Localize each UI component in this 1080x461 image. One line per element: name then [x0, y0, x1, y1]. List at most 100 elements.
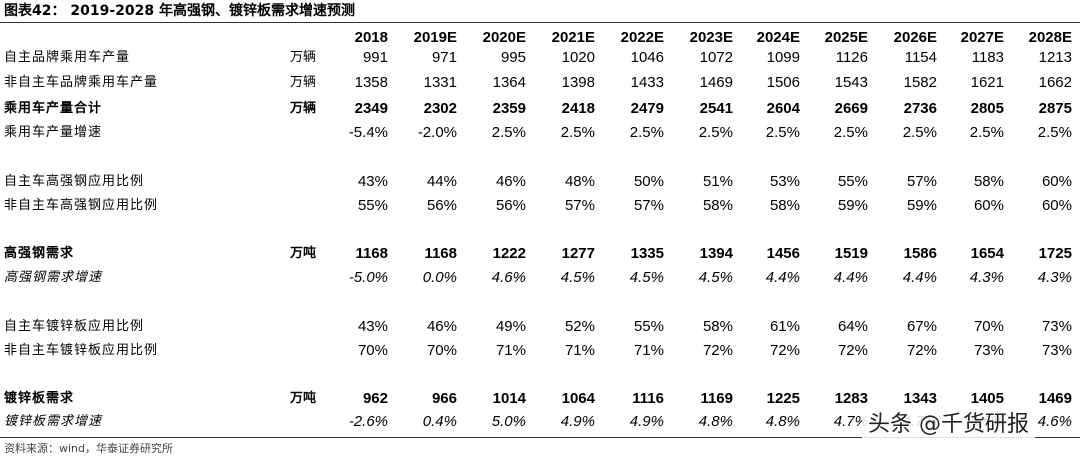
table-cell: 971: [431, 49, 457, 66]
table-row: 高强钢需求增速 -5.0% 0.0% 4.6% 4.5% 4.5% 4.5% 4.4% 4.4%…: [0, 267, 1080, 289]
row-label: 高强钢需求: [4, 246, 75, 261]
table-cell: 57%: [633, 197, 664, 214]
table-row: 自主车高强钢应用比例 43% 44% 46% 48% 50% 51% 53% 55% 57% 58%…: [0, 171, 1080, 193]
table-cell: 4.3%: [969, 269, 1004, 286]
row-label: 镀锌板需求: [4, 391, 75, 406]
table-cell: 2541: [699, 100, 733, 117]
table-cell: 1621: [970, 74, 1004, 91]
table-cell: 52%: [564, 318, 595, 335]
table-cell: 1469: [1038, 390, 1072, 407]
table-cell: 72%: [702, 342, 733, 359]
table-cell: 4.4%: [902, 269, 937, 286]
table-row: 镀锌板需求 万吨 962 966 1014 1064 1116 1169 1225 1283 134…: [0, 388, 1080, 410]
year-header: 2019E: [413, 29, 457, 46]
row-unit: 万辆: [290, 101, 317, 116]
table-cell: 2736: [903, 100, 937, 117]
table-cell: 1506: [766, 74, 800, 91]
table-cell: 58%: [702, 318, 733, 335]
table-cell: 1456: [766, 245, 800, 262]
table-cell: -5.0%: [348, 269, 388, 286]
row-label: 乘用车产量增速: [4, 125, 103, 140]
table-cell: 56%: [495, 197, 526, 214]
row-unit: 万辆: [290, 50, 317, 65]
table-cell: 53%: [769, 173, 800, 190]
table-cell: 2302: [423, 100, 457, 117]
table-cell: 1394: [699, 245, 733, 262]
row-label: 高强钢需求增速: [4, 270, 103, 285]
year-header: 2025E: [824, 29, 868, 46]
table-cell: 73%: [1041, 342, 1072, 359]
table-cell: -2.6%: [348, 413, 388, 430]
table-cell: 72%: [837, 342, 868, 359]
year-header: 2018: [354, 29, 388, 46]
year-header: 2022E: [620, 29, 664, 46]
table-cell: 2349: [354, 100, 388, 117]
table-cell: 1020: [561, 49, 595, 66]
table-row: 非自主车高强钢应用比例 55% 56% 56% 57% 57% 58% 58% 59% 59% 60…: [0, 195, 1080, 217]
table-cell: 1358: [354, 74, 388, 91]
table-cell: 2604: [766, 100, 800, 117]
table-cell: 2.5%: [698, 124, 733, 141]
table-cell: 55%: [837, 173, 868, 190]
table-cell: 55%: [633, 318, 664, 335]
table-cell: 60%: [1041, 173, 1072, 190]
table-cell: 1072: [699, 49, 733, 66]
table-row: 乘用车产量合计 万辆 2349 2302 2359 2418 2479 2541 2604 266…: [0, 98, 1080, 120]
table-cell: 61%: [769, 318, 800, 335]
source-note: 资料来源：wind，华泰证券研究所: [4, 442, 174, 455]
table-cell: 64%: [837, 318, 868, 335]
table-row: 非自主车品牌乘用车产量 万辆 1358 1331 1364 1398 1433 1469 150…: [0, 72, 1080, 94]
year-header: 2028E: [1028, 29, 1072, 46]
table-cell: 1126: [835, 49, 868, 66]
table-cell: 72%: [906, 342, 937, 359]
bottom-divider: [0, 437, 1080, 438]
table-cell: 1213: [1038, 49, 1072, 66]
table-cell: 71%: [495, 342, 526, 359]
row-label: 自主车镀锌板应用比例: [4, 319, 145, 334]
table-cell: 44%: [426, 173, 457, 190]
table-cell: 1116: [632, 390, 664, 407]
table-cell: 73%: [973, 342, 1004, 359]
year-header: 2024E: [756, 29, 800, 46]
table-cell: 1335: [630, 245, 664, 262]
table-cell: 1725: [1038, 245, 1072, 262]
table-row: 非自主车镀锌板应用比例 70% 70% 71% 71% 71% 72% 72% 72% 72% 73…: [0, 340, 1080, 362]
table-cell: 70%: [426, 342, 457, 359]
table-cell: 2.5%: [1037, 124, 1072, 141]
table-cell: 1099: [766, 49, 800, 66]
table-cell: 1433: [630, 74, 664, 91]
row-label: 非自主车镀锌板应用比例: [4, 343, 159, 358]
table-cell: 2.5%: [560, 124, 595, 141]
table-cell: 43%: [357, 173, 388, 190]
table-cell: 49%: [495, 318, 526, 335]
table-cell: 4.8%: [765, 413, 800, 430]
table-cell: 2.5%: [902, 124, 937, 141]
row-unit: 万吨: [290, 246, 317, 261]
table-cell: 60%: [1041, 197, 1072, 214]
table-cell: 966: [431, 390, 457, 407]
row-unit: 万吨: [290, 391, 317, 406]
table-cell: 2359: [492, 100, 526, 117]
table-cell: 0.4%: [422, 413, 457, 430]
table-cell: 1586: [903, 245, 937, 262]
watermark: 头条 @千货研报: [862, 410, 1035, 440]
table-cell: 2.5%: [765, 124, 800, 141]
row-label: 镀锌板需求增速: [4, 414, 103, 429]
table-cell: 46%: [495, 173, 526, 190]
table-cell: 1343: [903, 390, 937, 407]
table-cell: 46%: [426, 318, 457, 335]
year-header: 2023E: [689, 29, 733, 46]
table-cell: 1168: [424, 245, 457, 262]
table-cell: -2.0%: [417, 124, 457, 141]
table-cell: 48%: [564, 173, 595, 190]
table-cell: 1222: [492, 245, 526, 262]
row-label: 非自主车品牌乘用车产量: [4, 75, 159, 90]
table-cell: 1168: [355, 245, 388, 262]
table-cell: 991: [362, 49, 388, 66]
table-cell: 57%: [906, 173, 937, 190]
table-cell: 1364: [492, 74, 526, 91]
table-cell: 2.5%: [969, 124, 1004, 141]
table-cell: 59%: [837, 197, 868, 214]
table-cell: 67%: [906, 318, 937, 335]
table-cell: 1662: [1038, 74, 1072, 91]
